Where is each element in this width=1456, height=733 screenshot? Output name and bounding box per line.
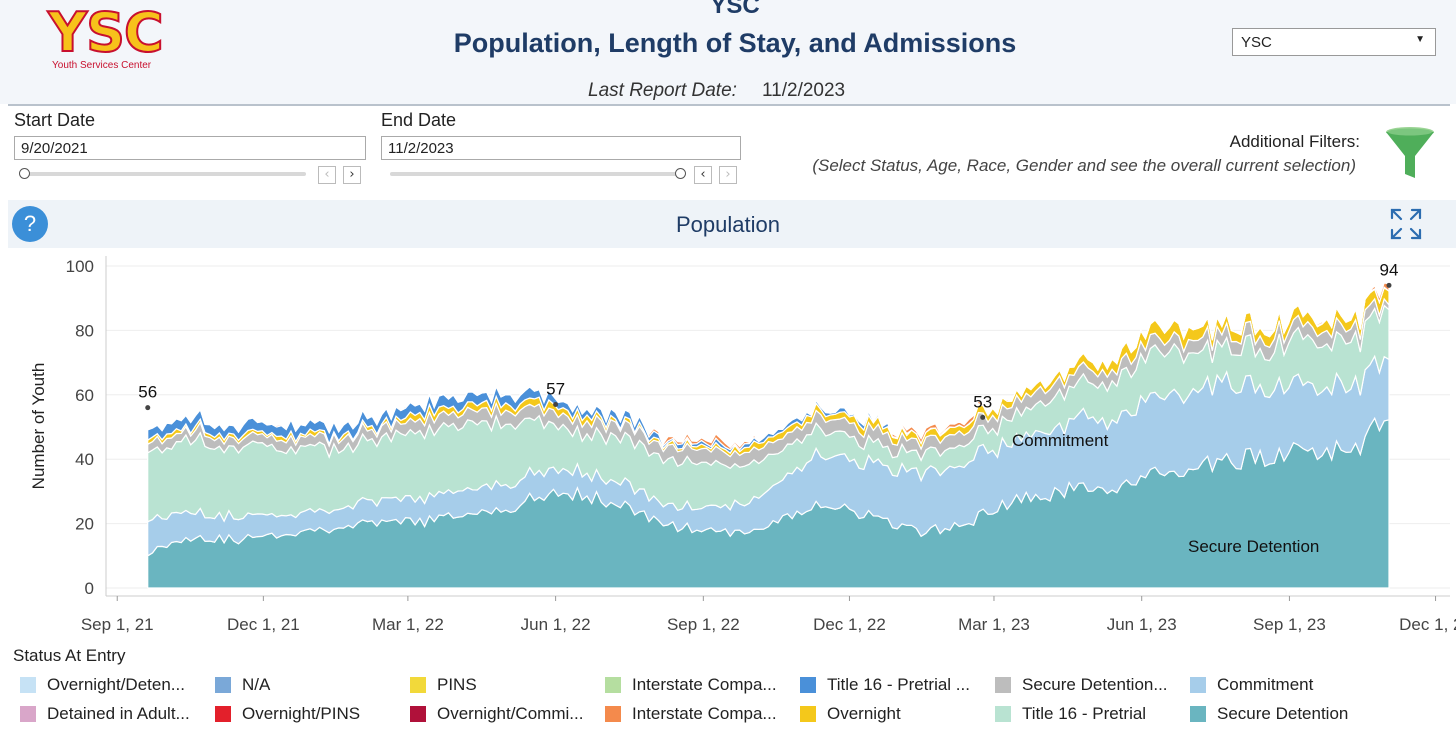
- end-date-slider-thumb[interactable]: [675, 168, 686, 179]
- annotation-point: [553, 401, 559, 407]
- y-tick-label: 20: [75, 515, 94, 534]
- legend-swatch: [1190, 706, 1206, 722]
- ysc-logo: YSC Youth Services Center: [47, 3, 165, 76]
- legend-swatch: [605, 677, 621, 693]
- dashboard-header: [0, 0, 1456, 104]
- y-tick-label: 40: [75, 450, 94, 469]
- end-date-input[interactable]: 11/2/2023: [381, 136, 741, 160]
- end-date-prev-button[interactable]: ‹: [694, 166, 712, 184]
- header-divider: [8, 104, 1450, 106]
- legend-label: Secure Detention...: [1022, 675, 1168, 694]
- logo-subtext: Youth Services Center: [52, 60, 152, 71]
- legend-label: N/A: [242, 675, 271, 694]
- legend-label: Interstate Compa...: [632, 675, 777, 694]
- annotation-point: [145, 405, 151, 411]
- legend-label: Overnight/Commi...: [437, 704, 584, 723]
- legend-label: Overnight/PINS: [242, 704, 361, 723]
- additional-filters-hint: (Select Status, Age, Race, Gender and se…: [812, 156, 1356, 175]
- legend-label: Detained in Adult...: [47, 704, 190, 723]
- x-tick-label: Dec 1, 22: [813, 615, 886, 634]
- start-date-prev-button[interactable]: ‹: [318, 166, 336, 184]
- annotation-point: [980, 414, 986, 420]
- x-tick-label: Mar 1, 23: [958, 615, 1030, 634]
- legend-swatch: [800, 677, 816, 693]
- area-label-secure-detention: Secure Detention: [1188, 537, 1319, 556]
- start-date-label: Start Date: [14, 110, 96, 130]
- legend-swatch: [995, 677, 1011, 693]
- legend: Overnight/Deten... N/A PINS Interstate Comp…: [0, 672, 1456, 732]
- x-tick-label: Mar 1, 22: [372, 615, 444, 634]
- last-report-label: Last Report Date:: [588, 80, 737, 101]
- legend-label: Interstate Compa...: [632, 704, 777, 723]
- expand-icon[interactable]: [1388, 206, 1424, 242]
- last-report-date: 11/2/2023: [762, 80, 846, 101]
- annotation-point: [1386, 282, 1392, 288]
- y-tick-label: 100: [66, 257, 94, 276]
- page-title: Population, Length of Stay, and Admissio…: [453, 28, 1017, 58]
- y-tick-label: 60: [75, 386, 94, 405]
- legend-swatch: [215, 706, 231, 722]
- end-date-next-button[interactable]: ›: [719, 166, 737, 184]
- legend-label: Title 16 - Pretrial: [1022, 704, 1147, 723]
- start-date-input[interactable]: 9/20/2021: [14, 136, 366, 160]
- facility-dropdown[interactable]: YSC ▼: [1232, 28, 1436, 56]
- legend-label: Overnight/Deten...: [47, 675, 185, 694]
- additional-filters-label: Additional Filters:: [1229, 132, 1360, 151]
- x-tick-label: Sep 1, 23: [1253, 615, 1326, 634]
- start-date-next-button[interactable]: ›: [343, 166, 361, 184]
- dropdown-arrow-icon: ▼: [1415, 34, 1425, 45]
- y-tick-label: 80: [75, 321, 94, 340]
- filter-funnel-icon[interactable]: [1384, 126, 1436, 178]
- legend-label: Title 16 - Pretrial ...: [827, 675, 970, 694]
- population-title: Population: [676, 212, 780, 237]
- annotation-label: 57: [546, 379, 565, 398]
- legend-swatch: [605, 706, 621, 722]
- end-date-slider[interactable]: [390, 172, 684, 176]
- y-tick-label: 0: [85, 579, 94, 598]
- x-tick-label: Dec 1, 21: [227, 615, 300, 634]
- annotation-label: 94: [1380, 260, 1399, 279]
- logo-text: YSC: [47, 1, 165, 64]
- legend-swatch: [20, 706, 36, 722]
- legend-swatch: [995, 706, 1011, 722]
- annotation-label: 53: [973, 392, 992, 411]
- facility-dropdown-value: YSC: [1241, 34, 1272, 51]
- end-date-label: End Date: [381, 110, 457, 130]
- legend-label: PINS: [437, 675, 477, 694]
- x-tick-label: Sep 1, 21: [81, 615, 154, 634]
- x-tick-label: Jun 1, 23: [1107, 615, 1177, 634]
- legend-title: Status At Entry: [13, 646, 126, 665]
- legend-label: Overnight: [827, 704, 901, 723]
- x-tick-label: Sep 1, 22: [667, 615, 740, 634]
- legend-swatch: [1190, 677, 1206, 693]
- legend-label: Commitment: [1217, 675, 1314, 694]
- legend-swatch: [410, 706, 426, 722]
- y-axis-label: Number of Youth: [29, 363, 48, 490]
- legend-label: Secure Detention: [1217, 704, 1349, 723]
- help-icon[interactable]: ?: [12, 206, 48, 242]
- legend-swatch: [20, 677, 36, 693]
- facility-title: YSC: [710, 0, 760, 19]
- legend-swatch: [215, 677, 231, 693]
- start-date-slider[interactable]: [22, 172, 306, 176]
- x-tick-label: Jun 1, 22: [521, 615, 591, 634]
- x-tick-label: Dec 1, 23: [1399, 615, 1456, 634]
- population-header: [8, 200, 1456, 248]
- area-label-commitment: Commitment: [1012, 431, 1109, 450]
- start-date-slider-thumb[interactable]: [19, 168, 30, 179]
- population-chart: 0 20 40 60 80 100 Number of Youth Sep 1, 21 Dec …: [29, 256, 1456, 634]
- annotation-label: 56: [138, 383, 157, 402]
- legend-swatch: [410, 677, 426, 693]
- legend-swatch: [800, 706, 816, 722]
